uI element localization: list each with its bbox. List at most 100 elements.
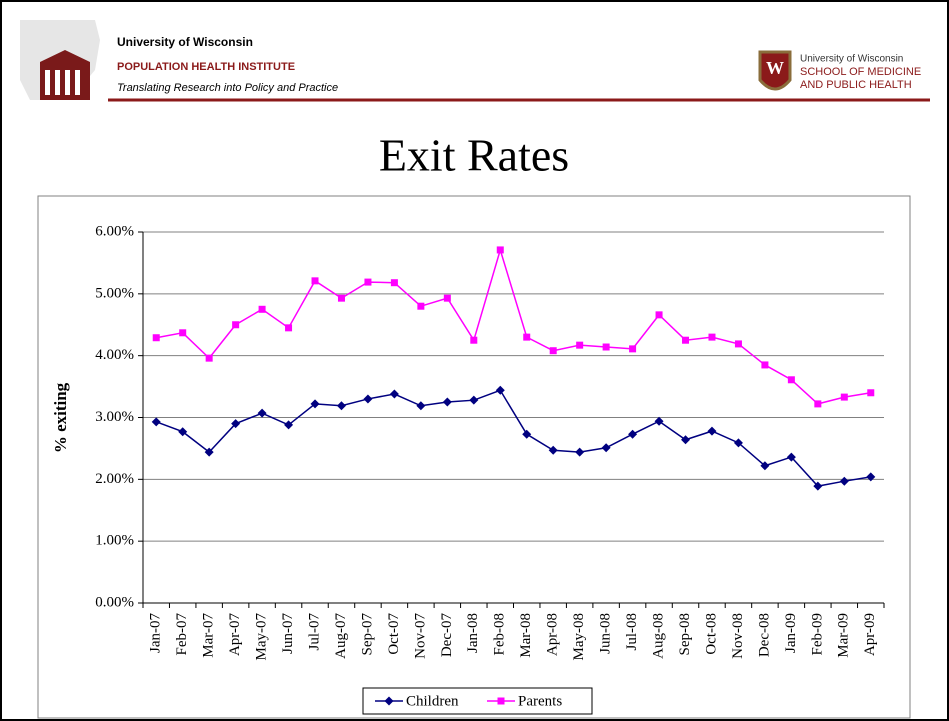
data-point (549, 347, 557, 355)
data-point (442, 397, 452, 407)
data-point (682, 336, 690, 344)
data-point (655, 311, 663, 319)
x-tick-label: Nov-08 (730, 613, 746, 659)
data-point (786, 452, 796, 462)
y-tick-label: 2.00% (95, 471, 134, 487)
data-point (337, 294, 345, 302)
y-tick-label: 4.00% (95, 347, 134, 363)
x-tick-label: Aug-07 (333, 613, 349, 659)
legend-marker (384, 696, 394, 706)
data-point (760, 461, 770, 471)
y-tick-label: 5.00% (95, 285, 134, 301)
data-point (601, 443, 611, 453)
data-point (310, 399, 320, 409)
data-point (787, 376, 795, 384)
data-point (839, 476, 849, 486)
x-tick-label: Oct-08 (703, 613, 719, 655)
data-point (734, 340, 742, 348)
x-tick-label: Feb-09 (809, 613, 825, 656)
legend-marker (497, 697, 505, 705)
data-point (575, 447, 585, 457)
x-tick-label: May-08 (571, 613, 587, 661)
x-tick-label: Jan-08 (465, 613, 481, 653)
school-line3: AND PUBLIC HEALTH (800, 79, 912, 91)
svg-text:W: W (766, 58, 784, 78)
y-tick-label: 6.00% (95, 223, 134, 239)
series-line (156, 247, 871, 405)
data-point (284, 420, 294, 430)
x-tick-label: Apr-09 (862, 613, 878, 656)
data-point (496, 246, 504, 254)
data-point (390, 279, 398, 287)
data-point (258, 305, 266, 313)
data-point (257, 408, 267, 418)
x-tick-label: Mar-08 (518, 613, 534, 658)
data-point (813, 481, 823, 491)
chart-title: Exit Rates (379, 130, 569, 181)
x-tick-label: Sep-08 (677, 613, 693, 656)
data-point (654, 416, 664, 426)
data-point (204, 447, 214, 457)
x-tick-label: Dec-08 (756, 613, 772, 657)
data-point (707, 426, 717, 436)
x-tick-label: May-07 (254, 613, 270, 661)
data-point (336, 401, 346, 411)
x-tick-label: Jun-08 (598, 613, 614, 654)
y-tick-label: 1.00% (95, 533, 134, 549)
x-tick-label: Feb-07 (174, 613, 190, 656)
data-point (523, 333, 531, 341)
y-tick-label: 3.00% (95, 409, 134, 425)
data-point (602, 343, 610, 351)
data-point (867, 389, 875, 397)
data-point (151, 417, 161, 427)
data-point (814, 400, 822, 408)
data-point (628, 429, 638, 439)
x-tick-label: Jun-07 (280, 613, 296, 654)
data-point (470, 336, 478, 344)
x-tick-label: Jan-07 (148, 613, 164, 653)
y-tick-label: 0.00% (95, 594, 134, 610)
data-point (311, 277, 319, 285)
legend-label: Children (406, 693, 459, 709)
x-tick-label: Mar-09 (836, 613, 852, 658)
x-tick-label: Dec-07 (439, 613, 455, 658)
data-point (416, 401, 426, 411)
data-point (205, 354, 213, 362)
institute-logo (20, 20, 100, 100)
chart-frame (37, 195, 911, 719)
x-tick-label: Sep-07 (359, 613, 375, 656)
x-tick-label: Oct-07 (386, 613, 402, 655)
data-point (152, 334, 160, 342)
institute-line1: University of Wisconsin (117, 35, 253, 49)
x-tick-label: Jul-08 (624, 613, 640, 651)
data-point (681, 435, 691, 445)
x-tick-label: Apr-07 (227, 613, 243, 657)
institute-tagline: Translating Research into Policy and Pra… (117, 82, 338, 94)
school-line1: University of Wisconsin (800, 54, 903, 65)
data-point (761, 361, 769, 369)
series-line (155, 389, 871, 487)
data-point (522, 429, 532, 439)
data-point (576, 341, 584, 349)
data-point (443, 294, 451, 302)
x-tick-label: Mar-07 (201, 613, 217, 658)
x-tick-label: Jul-07 (306, 613, 322, 651)
data-point (232, 321, 240, 329)
data-point (733, 438, 743, 448)
x-tick-label: Nov-07 (412, 613, 428, 659)
school-line2: SCHOOL OF MEDICINE (800, 66, 921, 78)
legend-label: Parents (518, 693, 562, 709)
x-tick-label: Jan-09 (783, 613, 799, 653)
data-point (363, 394, 373, 404)
school-crest: W (758, 50, 792, 91)
data-point (840, 393, 848, 401)
data-point (179, 329, 187, 337)
data-point (417, 302, 425, 310)
data-point (389, 389, 399, 399)
data-point (231, 419, 241, 429)
data-point (708, 333, 716, 341)
x-tick-label: Aug-08 (650, 613, 666, 659)
data-point (469, 395, 479, 405)
